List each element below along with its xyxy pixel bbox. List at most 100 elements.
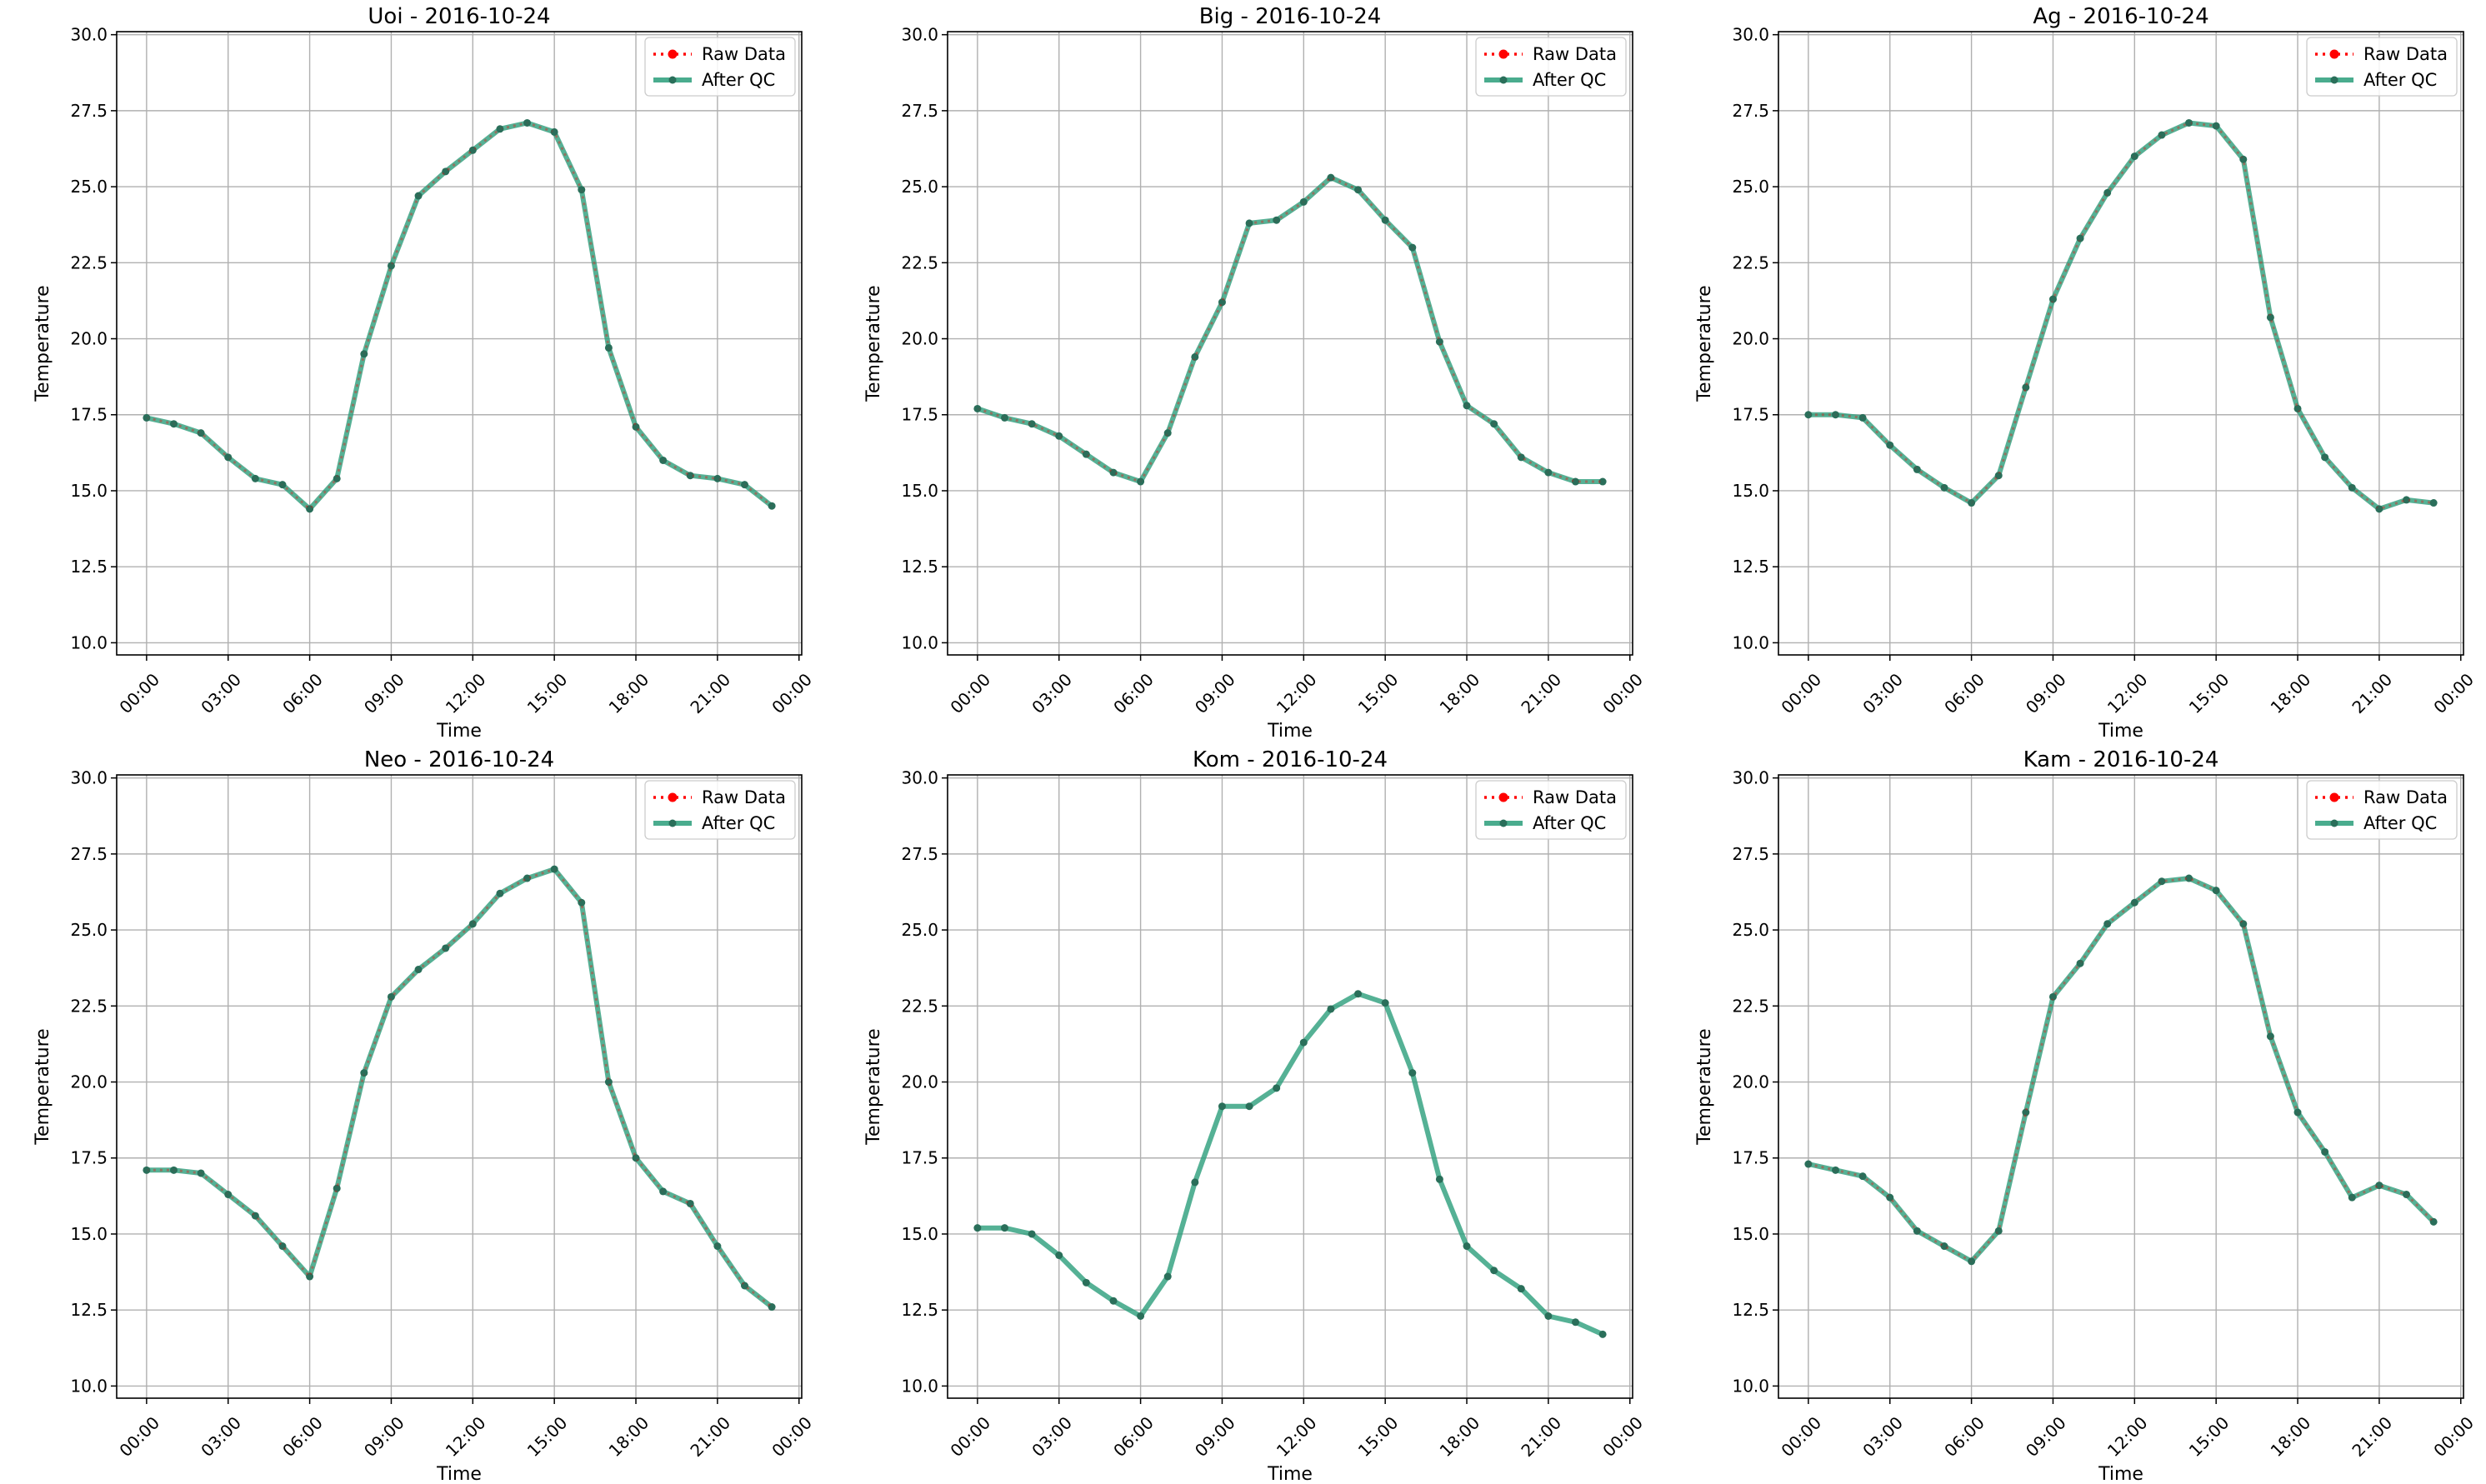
after-qc-point <box>1381 999 1389 1007</box>
raw-data-point <box>1464 402 1470 408</box>
x-tick-label: 03:00 <box>197 1412 245 1461</box>
x-tick-label: 03:00 <box>1858 1412 1907 1461</box>
y-tick-label: 10.0 <box>70 1376 108 1396</box>
x-tick-label: 12:00 <box>2103 669 2152 717</box>
raw-data-point <box>1083 452 1089 457</box>
y-tick-label: 10.0 <box>901 1376 938 1396</box>
x-tick-label: 12:00 <box>442 1412 490 1461</box>
after-qc-point <box>1408 1069 1417 1077</box>
y-tick-label: 27.5 <box>1732 101 1769 121</box>
y-tick-label: 17.5 <box>1732 1148 1769 1168</box>
raw-data-point <box>1409 245 1415 251</box>
raw-data-point <box>1860 415 1866 421</box>
raw-data-point <box>2240 921 2246 927</box>
x-tick-label: 09:00 <box>360 669 408 717</box>
raw-data-point <box>225 454 231 460</box>
plot-area <box>1778 32 2463 655</box>
raw-data-point <box>2322 454 2328 460</box>
raw-data-point <box>714 1243 720 1249</box>
x-tick-label: 06:00 <box>278 1412 327 1461</box>
axes-frame <box>947 774 1633 1399</box>
y-tick-label: 22.5 <box>901 996 938 1016</box>
raw-data-point <box>2295 1110 2301 1116</box>
raw-data-point <box>552 129 558 135</box>
raw-data-line <box>1808 121 2434 511</box>
y-tick-label: 15.0 <box>1732 481 1769 501</box>
raw-data-point <box>2376 506 2382 512</box>
after-qc-point <box>1517 1285 1525 1293</box>
x-tick-label: 00:00 <box>1598 669 1647 717</box>
raw-data-point <box>2268 314 2273 320</box>
legend-qc-marker <box>668 76 677 84</box>
x-tick-label: 00:00 <box>1598 1412 1647 1461</box>
raw-data-point <box>361 351 367 357</box>
legend-raw-marker <box>668 49 678 59</box>
y-tick-label: 15.0 <box>1732 1224 1769 1244</box>
raw-data-point <box>2158 132 2164 138</box>
after-qc-point <box>1435 1175 1443 1183</box>
raw-data-point <box>307 1274 313 1280</box>
x-tick-label: 06:00 <box>1940 1412 1988 1461</box>
axes-frame <box>1778 774 2464 1399</box>
y-tick-label: 27.5 <box>901 844 938 864</box>
x-tick-label: 06:00 <box>1109 669 1158 717</box>
y-tick-label: 25.0 <box>901 920 938 940</box>
legend-raw-label: Raw Data <box>2363 787 2448 807</box>
y-tick-label: 22.5 <box>1732 252 1769 272</box>
x-tick-label: 09:00 <box>1191 669 1239 717</box>
after-qc-point <box>1327 1005 1335 1013</box>
subplot-title: Neo - 2016-10-24 <box>364 747 554 772</box>
raw-data-point <box>1573 479 1578 485</box>
raw-data-point <box>578 900 584 906</box>
after-qc-point <box>973 1224 982 1232</box>
x-tick-label: 00:00 <box>1777 669 1825 717</box>
subplot-kam: 00:00 03:00 06:00 09:00 12:00 15:00 18:00 21:00… <box>1694 747 2478 1484</box>
raw-data-line <box>977 176 1603 483</box>
raw-data-point <box>2431 1219 2437 1225</box>
raw-data-point <box>2295 406 2301 412</box>
y-tick-label: 15.0 <box>901 481 938 501</box>
raw-data-point <box>1860 1173 1866 1179</box>
y-tick-label: 20.0 <box>901 329 938 349</box>
raw-data-point <box>1833 1167 1838 1173</box>
legend-qc-marker <box>2330 819 2338 827</box>
x-axis-label: Time <box>2098 721 2143 742</box>
raw-data-point <box>2349 1195 2355 1201</box>
x-tick-label: 15:00 <box>2185 1412 2233 1461</box>
raw-data-point <box>2186 120 2192 126</box>
y-axis-label: Temperature <box>863 1028 884 1145</box>
legend-qc-label: After QC <box>2363 70 2437 90</box>
x-tick-label: 15:00 <box>523 669 572 717</box>
y-tick-label: 30.0 <box>901 768 938 788</box>
raw-data-point <box>2240 157 2246 162</box>
x-tick-label: 09:00 <box>360 1412 408 1461</box>
plot-area <box>117 775 802 1398</box>
x-tick-label: 09:00 <box>1191 1412 1239 1461</box>
x-tick-label: 00:00 <box>768 669 816 717</box>
y-tick-label: 12.5 <box>70 557 108 577</box>
x-tick-label: 00:00 <box>1777 1412 1825 1461</box>
y-tick-label: 17.5 <box>901 1148 938 1168</box>
raw-data-point <box>1029 421 1035 427</box>
raw-data-point <box>714 476 720 482</box>
legend-raw-marker <box>1498 792 1508 802</box>
after-qc-line <box>146 120 773 512</box>
y-tick-label: 17.5 <box>1732 405 1769 425</box>
raw-data-point <box>578 187 584 192</box>
plot-area <box>117 32 802 655</box>
raw-data-point <box>416 193 422 199</box>
y-tick-label: 27.5 <box>1732 844 1769 864</box>
after-qc-line <box>976 175 1603 484</box>
x-tick-label: 03:00 <box>1028 669 1076 717</box>
x-tick-label: 21:00 <box>686 669 734 717</box>
x-tick-label: 21:00 <box>2348 669 2396 717</box>
legend-qc-label: After QC <box>702 70 775 90</box>
legend-qc-marker <box>1499 819 1508 827</box>
raw-data-point <box>1328 175 1333 181</box>
raw-data-point <box>552 867 558 872</box>
y-tick-label: 22.5 <box>70 252 108 272</box>
raw-data-point <box>660 1188 666 1194</box>
raw-data-point <box>688 472 693 478</box>
subplot-kom: 00:00 03:00 06:00 09:00 12:00 15:00 18:00 21:00… <box>863 747 1647 1484</box>
x-axis-label: Time <box>1267 1464 1313 1484</box>
